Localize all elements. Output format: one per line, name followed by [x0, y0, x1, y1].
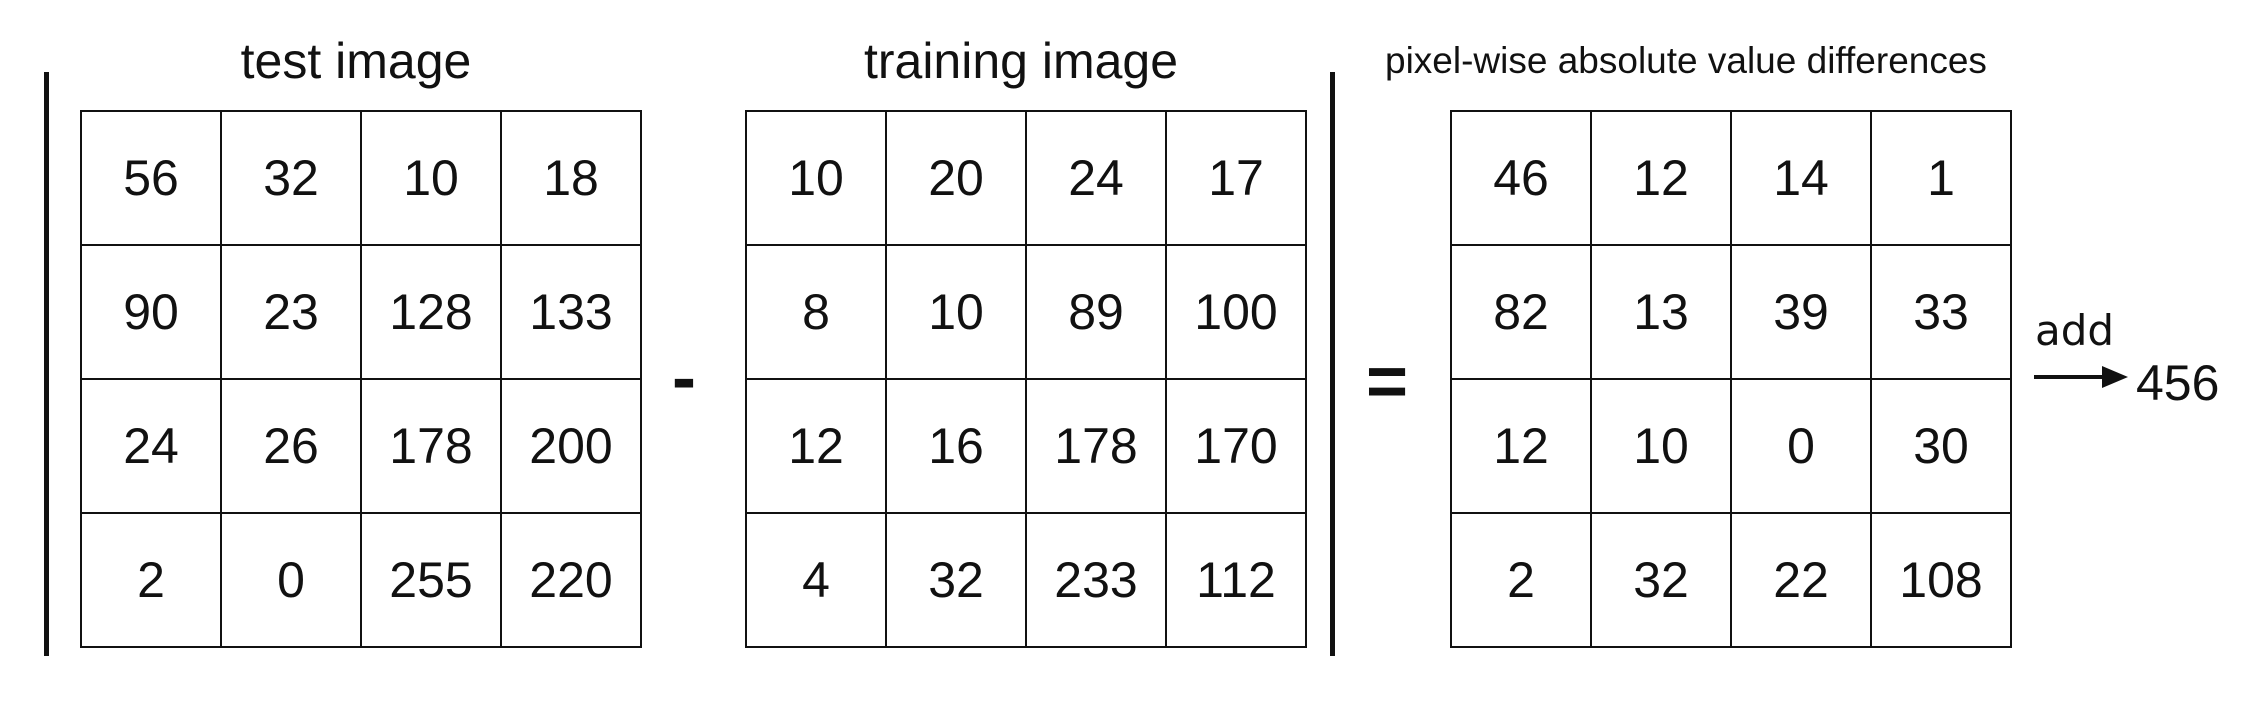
grid-cell: 32 — [220, 110, 362, 246]
grid-cell: 200 — [500, 378, 642, 514]
grid-cell: 18 — [500, 110, 642, 246]
grid-cell: 4 — [745, 512, 887, 648]
grid-cell: 10 — [745, 110, 887, 246]
table-row: 12 16 178 170 — [745, 378, 1307, 514]
grid-cell: 2 — [1450, 512, 1592, 648]
table-row: 2 0 255 220 — [80, 512, 642, 648]
training-image-grid: 10 20 24 17 8 10 89 100 12 16 178 170 4 … — [745, 110, 1307, 648]
equals-operator: = — [1366, 342, 1409, 422]
grid-cell: 12 — [1450, 378, 1592, 514]
grid-cell: 108 — [1870, 512, 2012, 648]
grid-cell: 14 — [1730, 110, 1872, 246]
grid-cell: 23 — [220, 244, 362, 380]
minus-operator: - — [672, 338, 696, 418]
grid-cell: 82 — [1450, 244, 1592, 380]
test-image-grid: 56 32 10 18 90 23 128 133 24 26 178 200 … — [80, 110, 642, 648]
grid-cell: 22 — [1730, 512, 1872, 648]
grid-cell: 0 — [1730, 378, 1872, 514]
grid-cell: 1 — [1870, 110, 2012, 246]
grid-cell: 178 — [360, 378, 502, 514]
grid-cell: 90 — [80, 244, 222, 380]
grid-cell: 46 — [1450, 110, 1592, 246]
training-image-title: training image — [863, 33, 1179, 89]
grid-cell: 10 — [1590, 378, 1732, 514]
grid-cell: 32 — [885, 512, 1027, 648]
table-row: 4 32 233 112 — [745, 512, 1307, 648]
grid-cell: 133 — [500, 244, 642, 380]
grid-cell: 12 — [745, 378, 887, 514]
grid-cell: 16 — [885, 378, 1027, 514]
grid-cell: 32 — [1590, 512, 1732, 648]
grid-cell: 178 — [1025, 378, 1167, 514]
test-image-title: test image — [240, 33, 472, 89]
sum-result: 456 — [2136, 355, 2220, 411]
middle-vertical-bar — [1330, 72, 1335, 656]
grid-cell: 10 — [885, 244, 1027, 380]
grid-cell: 13 — [1590, 244, 1732, 380]
table-row: 56 32 10 18 — [80, 110, 642, 246]
grid-cell: 128 — [360, 244, 502, 380]
right-arrow-icon — [2034, 366, 2128, 388]
grid-cell: 17 — [1165, 110, 1307, 246]
table-row: 24 26 178 200 — [80, 378, 642, 514]
grid-cell: 112 — [1165, 512, 1307, 648]
grid-cell: 39 — [1730, 244, 1872, 380]
table-row: 10 20 24 17 — [745, 110, 1307, 246]
grid-cell: 220 — [500, 512, 642, 648]
grid-cell: 2 — [80, 512, 222, 648]
grid-cell: 30 — [1870, 378, 2012, 514]
table-row: 46 12 14 1 — [1450, 110, 2012, 246]
grid-cell: 56 — [80, 110, 222, 246]
grid-cell: 12 — [1590, 110, 1732, 246]
grid-cell: 26 — [220, 378, 362, 514]
difference-grid: 46 12 14 1 82 13 39 33 12 10 0 30 2 32 2… — [1450, 110, 2012, 648]
table-row: 2 32 22 108 — [1450, 512, 2012, 648]
grid-cell: 33 — [1870, 244, 2012, 380]
table-row: 82 13 39 33 — [1450, 244, 2012, 380]
add-label: add — [2035, 306, 2115, 355]
grid-cell: 24 — [80, 378, 222, 514]
grid-cell: 24 — [1025, 110, 1167, 246]
grid-cell: 170 — [1165, 378, 1307, 514]
grid-cell: 233 — [1025, 512, 1167, 648]
table-row: 8 10 89 100 — [745, 244, 1307, 380]
grid-cell: 10 — [360, 110, 502, 246]
table-row: 12 10 0 30 — [1450, 378, 2012, 514]
grid-cell: 0 — [220, 512, 362, 648]
table-row: 90 23 128 133 — [80, 244, 642, 380]
grid-cell: 100 — [1165, 244, 1307, 380]
grid-cell: 255 — [360, 512, 502, 648]
grid-cell: 8 — [745, 244, 887, 380]
grid-cell: 20 — [885, 110, 1027, 246]
difference-title: pixel-wise absolute value differences — [1385, 40, 1987, 81]
left-vertical-bar — [44, 72, 49, 656]
grid-cell: 89 — [1025, 244, 1167, 380]
